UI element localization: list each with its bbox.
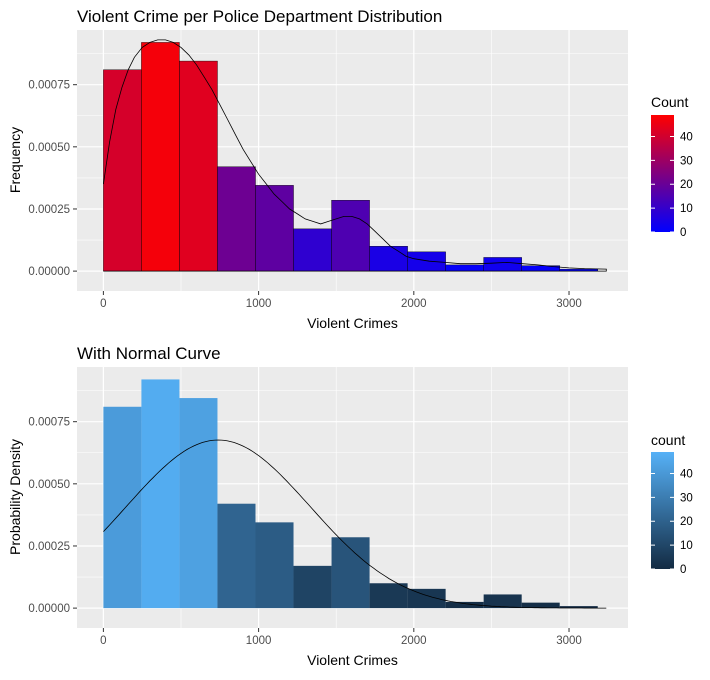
legend: Count 0 10 20 30 40 <box>651 94 693 239</box>
histogram-bar <box>445 601 484 609</box>
legend-tick-label: 40 <box>680 131 693 143</box>
legend-title: Count <box>651 94 688 110</box>
legend-tick-label: 20 <box>680 516 693 528</box>
legend-tick-label: 0 <box>680 564 686 576</box>
histogram-bar <box>255 522 294 609</box>
histogram-bar <box>141 42 180 272</box>
legend-ticks: 0 10 20 30 40 <box>651 131 693 239</box>
histogram-bar <box>217 503 256 609</box>
histogram-bar <box>293 228 332 272</box>
histogram-bar <box>255 185 294 272</box>
y-axis-ticks: 0.00000 0.00025 0.00050 0.00075 <box>28 80 77 278</box>
histogram-bar <box>293 565 332 609</box>
histogram-bar <box>407 251 446 272</box>
histogram-bar <box>521 602 560 609</box>
x-tick-label: 0 <box>100 635 106 647</box>
chart-panel-top: Violent Crime per Police Department Dist… <box>7 7 693 331</box>
histogram-bars <box>103 42 598 272</box>
legend-title: count <box>651 432 685 448</box>
legend-tick-label: 30 <box>680 155 693 167</box>
histogram-bar <box>369 246 408 272</box>
x-tick-label: 2000 <box>401 298 427 310</box>
histogram-bar <box>103 406 142 609</box>
histogram-bar <box>179 398 218 609</box>
histogram-bar <box>445 264 484 272</box>
x-tick-label: 3000 <box>556 635 582 647</box>
x-axis-ticks: 0 1000 2000 3000 <box>100 291 582 310</box>
y-axis-ticks: 0.00000 0.00025 0.00050 0.00075 <box>28 417 77 615</box>
x-axis-label: Violent Crimes <box>307 652 398 668</box>
y-tick-label: 0.00075 <box>28 80 70 92</box>
y-tick-label: 0.00075 <box>28 417 70 429</box>
x-tick-label: 3000 <box>556 298 582 310</box>
histogram-bar <box>217 166 256 272</box>
x-tick-label: 2000 <box>401 635 427 647</box>
x-tick-label: 0 <box>100 298 106 310</box>
y-axis-label: Frequency <box>7 127 23 193</box>
legend: count 0 10 20 30 40 <box>651 432 693 576</box>
histogram-bar <box>407 588 446 609</box>
legend-tick-label: 0 <box>680 227 686 239</box>
legend-tick-label: 10 <box>680 540 693 552</box>
legend-tick-label: 30 <box>680 492 693 504</box>
histogram-bar <box>559 606 598 609</box>
chart-title: With Normal Curve <box>77 344 221 363</box>
x-axis-label: Violent Crimes <box>307 315 398 331</box>
histogram-bar <box>103 69 142 272</box>
density-curve <box>103 39 607 272</box>
y-tick-label: 0.00050 <box>28 142 70 154</box>
y-tick-label: 0.00025 <box>28 541 70 553</box>
y-axis-label: Probability Density <box>7 439 23 555</box>
histogram-bar <box>331 200 370 272</box>
chart-panel-bottom: With Normal Curve 0.000000.000250.000500… <box>7 344 693 668</box>
histogram-bar <box>331 537 370 609</box>
legend-tick-label: 10 <box>680 203 693 215</box>
histogram-bar <box>369 583 408 609</box>
y-tick-label: 0.00025 <box>28 204 70 216</box>
normal-curve <box>103 439 607 609</box>
histogram-bar <box>141 379 180 609</box>
histogram-bars <box>103 379 598 609</box>
legend-colorbar <box>651 115 674 232</box>
legend-tick-label: 40 <box>680 468 693 480</box>
histogram-bar <box>179 60 218 272</box>
x-tick-label: 1000 <box>246 635 272 647</box>
legend-colorbar <box>651 452 674 569</box>
legend-ticks: 0 10 20 30 40 <box>651 468 693 576</box>
y-tick-label: 0.00000 <box>28 266 70 278</box>
histogram-bar <box>483 594 522 609</box>
y-tick-label: 0.00000 <box>28 603 70 615</box>
y-tick-label: 0.00050 <box>28 479 70 491</box>
histogram-bar <box>483 257 522 272</box>
chart-title: Violent Crime per Police Department Dist… <box>77 7 442 26</box>
legend-tick-label: 20 <box>680 179 693 191</box>
x-tick-label: 1000 <box>246 298 272 310</box>
x-axis-ticks: 0 1000 2000 3000 <box>100 628 582 647</box>
